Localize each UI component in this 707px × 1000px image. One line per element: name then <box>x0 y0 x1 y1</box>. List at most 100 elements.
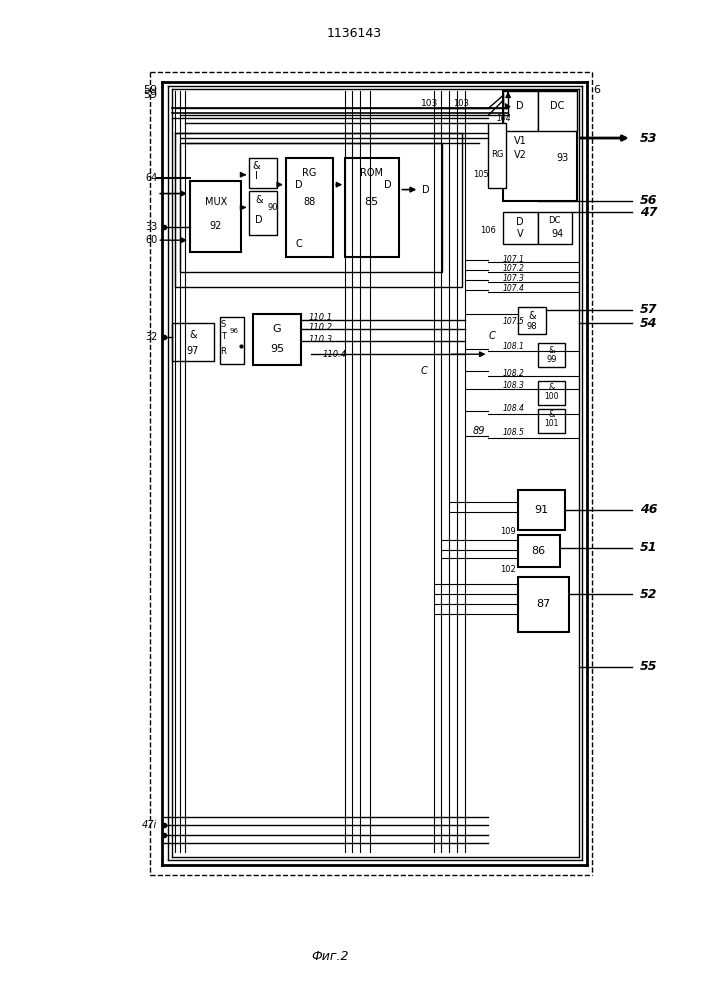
Text: 47i: 47i <box>142 820 158 830</box>
Polygon shape <box>190 181 241 252</box>
Polygon shape <box>518 490 566 530</box>
Polygon shape <box>518 577 569 632</box>
Text: 87: 87 <box>537 599 551 609</box>
Text: 91: 91 <box>534 505 549 515</box>
Text: 107.4: 107.4 <box>502 284 524 293</box>
Text: 107.3: 107.3 <box>502 274 524 283</box>
Text: 85: 85 <box>365 197 379 207</box>
Polygon shape <box>220 317 245 364</box>
Text: 104: 104 <box>496 114 511 123</box>
Text: 108.5: 108.5 <box>502 428 524 437</box>
Text: 97: 97 <box>187 346 199 356</box>
Text: 52: 52 <box>640 588 657 601</box>
Text: 94: 94 <box>551 229 563 239</box>
Text: 107.2: 107.2 <box>502 264 524 273</box>
Text: V1: V1 <box>514 136 527 146</box>
Text: &: & <box>549 346 555 355</box>
Polygon shape <box>253 314 300 365</box>
Text: 64: 64 <box>145 173 158 183</box>
Polygon shape <box>286 158 333 257</box>
Text: RG: RG <box>491 150 503 159</box>
Text: 59: 59 <box>144 85 158 95</box>
Text: Фиг.2: Фиг.2 <box>312 950 349 963</box>
Text: 109: 109 <box>501 527 516 536</box>
Polygon shape <box>489 123 506 188</box>
Text: 1136143: 1136143 <box>327 27 382 40</box>
Text: 54: 54 <box>640 317 657 330</box>
Polygon shape <box>538 381 566 405</box>
Text: 60: 60 <box>145 235 158 245</box>
Polygon shape <box>518 535 559 567</box>
Text: R: R <box>221 347 226 356</box>
Text: 110.3: 110.3 <box>308 335 333 344</box>
Text: 59: 59 <box>144 90 158 100</box>
Text: D: D <box>516 101 524 111</box>
Polygon shape <box>345 158 399 257</box>
Text: 56: 56 <box>640 194 657 207</box>
Text: 105: 105 <box>473 170 489 179</box>
Text: 110.2: 110.2 <box>308 323 333 332</box>
Text: D: D <box>384 180 392 190</box>
Text: &: & <box>255 195 263 205</box>
Text: D: D <box>295 180 303 190</box>
Text: DC: DC <box>549 216 561 225</box>
Text: 88: 88 <box>303 197 315 207</box>
Text: &: & <box>549 383 555 392</box>
Text: 86: 86 <box>532 546 546 556</box>
Polygon shape <box>538 91 578 131</box>
Text: &: & <box>549 410 555 419</box>
Text: 107.5: 107.5 <box>502 317 524 326</box>
Polygon shape <box>503 91 538 131</box>
Text: 107.1: 107.1 <box>502 255 524 264</box>
Polygon shape <box>518 307 546 334</box>
Text: 110.4: 110.4 <box>322 350 346 359</box>
Text: 108.2: 108.2 <box>502 369 524 378</box>
Text: 47: 47 <box>640 206 657 219</box>
Polygon shape <box>173 323 214 361</box>
Text: 108.3: 108.3 <box>502 381 524 390</box>
Text: 89: 89 <box>473 426 486 436</box>
Text: DC: DC <box>550 101 565 111</box>
Text: G: G <box>273 324 281 334</box>
Text: D: D <box>255 215 263 225</box>
Text: &: & <box>189 330 197 340</box>
Text: 103: 103 <box>421 99 438 108</box>
Polygon shape <box>503 91 578 201</box>
Polygon shape <box>250 191 277 235</box>
Text: 90: 90 <box>268 203 279 212</box>
Text: C: C <box>489 331 496 341</box>
Text: 96: 96 <box>230 328 239 334</box>
Text: C: C <box>421 366 427 376</box>
Text: 93: 93 <box>556 153 568 163</box>
Text: 98: 98 <box>527 322 537 331</box>
Polygon shape <box>250 158 277 188</box>
Text: ROM: ROM <box>361 168 383 178</box>
Text: 46: 46 <box>640 503 657 516</box>
Text: 106: 106 <box>481 226 496 235</box>
Text: &: & <box>528 311 536 321</box>
Text: 101: 101 <box>544 419 559 428</box>
Polygon shape <box>503 212 538 244</box>
Text: I: I <box>255 171 257 181</box>
Polygon shape <box>538 212 573 244</box>
Text: 102: 102 <box>501 565 516 574</box>
Text: D: D <box>422 185 430 195</box>
Text: 92: 92 <box>209 221 222 231</box>
Text: S: S <box>221 320 226 329</box>
Text: 108.1: 108.1 <box>502 342 524 351</box>
Text: &: & <box>252 161 260 171</box>
Text: 99: 99 <box>547 355 557 364</box>
Text: 6: 6 <box>593 85 600 95</box>
Text: V2: V2 <box>513 150 527 160</box>
Polygon shape <box>538 343 566 367</box>
Text: 103: 103 <box>452 99 469 108</box>
Text: MUX: MUX <box>204 197 227 207</box>
Text: 55: 55 <box>640 660 657 673</box>
Text: D: D <box>516 217 524 227</box>
Text: 53: 53 <box>640 132 657 145</box>
Text: RG: RG <box>303 168 317 178</box>
Text: 110.1: 110.1 <box>308 313 333 322</box>
Text: 32: 32 <box>145 332 158 342</box>
Text: 95: 95 <box>270 344 284 354</box>
Text: 57: 57 <box>640 303 657 316</box>
